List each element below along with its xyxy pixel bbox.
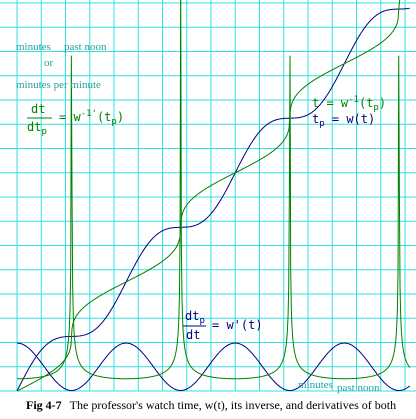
- blue-derivative-annotation: dtp dt = w'(t): [183, 309, 263, 342]
- green-derivative-annotation: dt dtp = w-1'(tp): [27, 102, 124, 137]
- blue-deriv-num: dtp: [185, 309, 205, 326]
- watch-rate-curve-w-prime: [16, 342, 411, 391]
- blue-deriv-den: dt: [186, 328, 200, 342]
- green-deriv-rhs: = w-1'(tp): [59, 109, 124, 127]
- green-deriv-den: dtp: [27, 120, 47, 137]
- x-axis-label-a: minutes: [298, 379, 333, 391]
- y-axis-label: minutes past noon or minutes per minute: [16, 41, 107, 91]
- x-axis-label-b: past noon: [337, 382, 380, 394]
- y-axis-label-line1a: minutes: [16, 41, 51, 53]
- green-inverse-annotation: t = w-1(tp): [312, 95, 386, 113]
- grid-lines: [0, 0, 416, 392]
- watch-time-curve-w: [16, 7, 410, 392]
- green-inverse-text: t = w-1(tp): [312, 95, 386, 113]
- x-axis-label: minutes past noon: [298, 379, 380, 394]
- blue-watch-annotation: tp = w(t): [312, 112, 375, 129]
- y-axis-label-line2: or: [44, 57, 54, 69]
- green-deriv-num: dt: [31, 102, 45, 116]
- figure-caption: Fig 4-7 The professor's watch time, w(t),…: [26, 398, 396, 412]
- y-axis-label-line3: minutes per minute: [16, 79, 101, 91]
- blue-deriv-rhs: = w'(t): [212, 318, 263, 332]
- y-axis-label-line1b: past noon: [64, 41, 107, 53]
- inverse-rate-curve: [17, 0, 411, 380]
- blue-watch-text: tp = w(t): [312, 112, 375, 129]
- inverse-curve-w-inv: [16, 0, 401, 392]
- plot-curves: [16, 0, 411, 392]
- caption-text: Fig 4-7 The professor's watch time, w(t),…: [26, 398, 396, 412]
